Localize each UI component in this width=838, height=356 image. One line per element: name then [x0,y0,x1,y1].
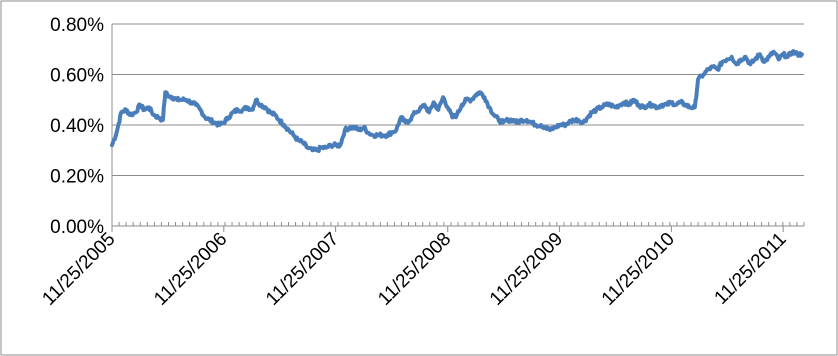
y-tick-label: 0.20% [50,167,104,188]
series-layer [110,49,804,153]
y-tick-label: 0.60% [50,66,104,87]
y-tick-label: 0.40% [50,116,104,137]
gridlines [112,23,804,176]
y-tick-label: 0.80% [50,15,104,36]
y-tick-label: 0.00% [50,217,104,238]
series-line-0 [110,49,804,153]
y-tick-labels: 0.00% 0.20% 0.40% 0.60% 0.80% [50,15,104,238]
axes [111,24,805,232]
